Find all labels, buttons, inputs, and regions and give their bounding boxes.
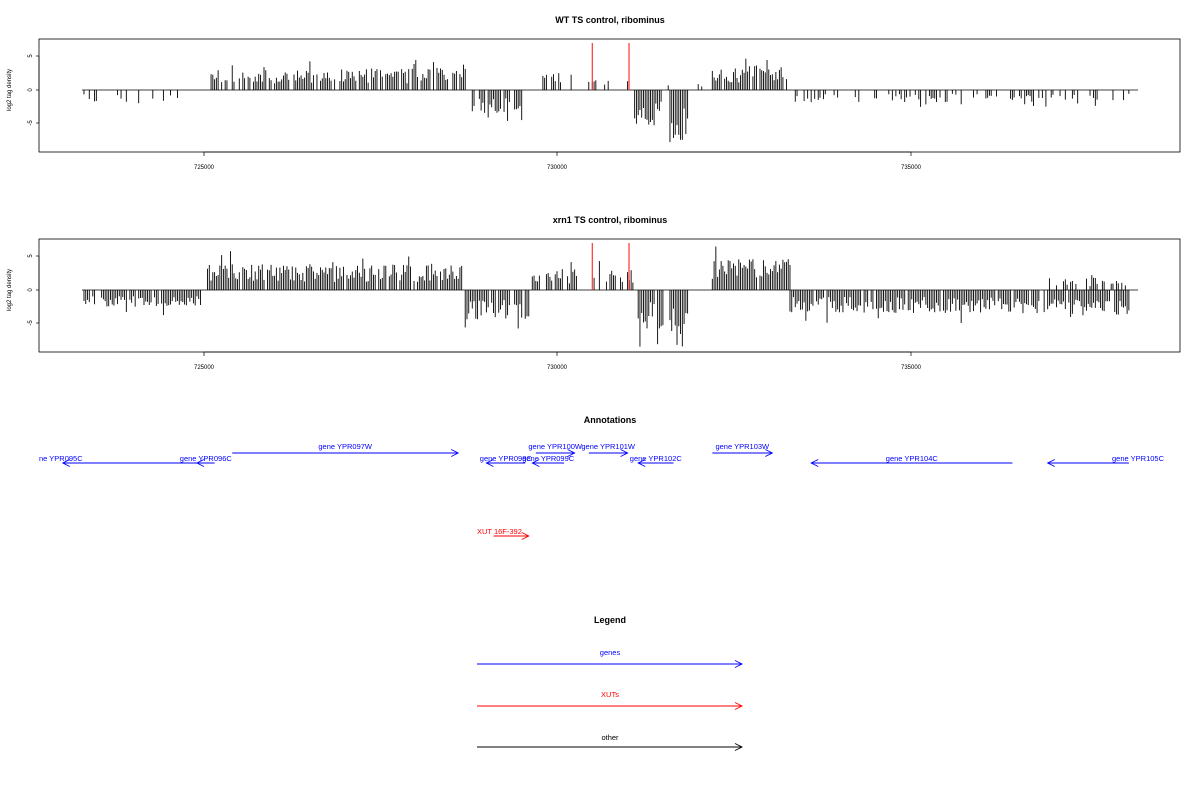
arrowhead-icon: [810, 459, 819, 467]
legend-label-xuts: XUTs: [601, 690, 619, 699]
feature-label: gene YPR102C: [630, 454, 683, 463]
gene-feature: gene YPR099C: [522, 454, 575, 467]
y-tick-label: 0: [28, 88, 34, 92]
arrowhead-icon: [61, 459, 71, 467]
gene-feature: gene YPR097W: [232, 442, 460, 457]
x-tick-label: 725000: [194, 165, 215, 171]
feature-label: gene YPR098C: [480, 454, 533, 463]
gene-feature: gene YPR103W: [712, 442, 774, 457]
feature-label: gene YPR103W: [715, 442, 770, 451]
feature-label: gene YPR097W: [318, 442, 373, 451]
arrowhead-icon: [765, 449, 774, 457]
x-tick-label: 725000: [194, 365, 215, 371]
arrowhead-icon: [637, 459, 646, 467]
gene-feature: gene YPR100W: [528, 442, 583, 457]
gene-feature: gene YPR096C: [180, 454, 233, 467]
y-tick-label: 5: [28, 54, 34, 58]
feature-label: XUT 16F-392: [477, 527, 522, 536]
feature-label: gene YPR104C: [886, 454, 939, 463]
panel-title: WT TS control, ribominus: [555, 15, 665, 25]
panel-title: xrn1 TS control, ribominus: [553, 215, 668, 225]
arrowhead-icon: [450, 449, 460, 457]
x-tick-label: 735000: [901, 165, 922, 171]
annotation-features: ne YPR095C gene YPR096C gene YPR097W gene Y…: [39, 442, 1165, 540]
xut-feature: XUT 16F-392: [477, 527, 530, 540]
plot-frame: [38, 38, 1181, 153]
legend-title: Legend: [594, 615, 626, 625]
feature-label: gene YPR101W: [581, 442, 636, 451]
y-axis-label: log2 tag density: [7, 69, 13, 111]
gene-feature: gene YPR101W: [581, 442, 636, 457]
legend-label-other: other: [601, 733, 619, 742]
arrowhead-icon: [734, 702, 744, 710]
x-tick-label: 730000: [547, 365, 568, 371]
gene-feature: gene YPR105C: [1046, 454, 1165, 467]
feature-label: ne YPR095C: [39, 454, 83, 463]
legend-label-genes: genes: [600, 648, 621, 657]
gene-feature: gene YPR104C: [810, 454, 1013, 467]
marker-lines: [591, 43, 630, 90]
gene-feature: gene YPR098C: [480, 454, 533, 467]
panel-wt: WT TS control, ribominus 5 0 -5 log2 tag…: [7, 15, 1181, 171]
y-tick-label: -5: [28, 320, 34, 326]
arrowhead-icon: [1046, 459, 1055, 467]
arrowhead-icon: [531, 459, 540, 467]
y-tick-label: 5: [28, 254, 34, 258]
feature-label: gene YPR100W: [528, 442, 583, 451]
arrowhead-icon: [620, 449, 629, 457]
gene-feature: ne YPR095C: [39, 454, 208, 467]
legend: Legend genes XUTs other: [477, 615, 744, 751]
arrowhead-icon: [485, 459, 494, 467]
panel-xrn1: xrn1 TS control, ribominus 5 0 -5 log2 t…: [7, 215, 1181, 371]
feature-label: gene YPR099C: [522, 454, 575, 463]
x-tick-label: 730000: [547, 165, 568, 171]
annotations-track: Annotations ne YPR095C gene YPR096C gene Y…: [39, 415, 1165, 540]
feature-label: gene YPR105C: [1112, 454, 1165, 463]
gene-feature: gene YPR102C: [630, 454, 683, 467]
marker-lines: [591, 243, 630, 290]
y-tick-label: 0: [28, 288, 34, 292]
x-tick-label: 735000: [901, 365, 922, 371]
signal-bars: [83, 58, 1130, 143]
signal-bars: [83, 246, 1130, 347]
arrowhead-icon: [521, 532, 530, 540]
arrowhead-icon: [567, 449, 576, 457]
arrowhead-icon: [734, 660, 744, 668]
feature-label: gene YPR096C: [180, 454, 233, 463]
arrowhead-icon: [734, 743, 744, 751]
annotations-title: Annotations: [584, 415, 637, 425]
arrowhead-icon: [195, 459, 205, 467]
y-tick-label: -5: [28, 120, 34, 126]
y-axis-label: log2 tag density: [7, 269, 13, 311]
